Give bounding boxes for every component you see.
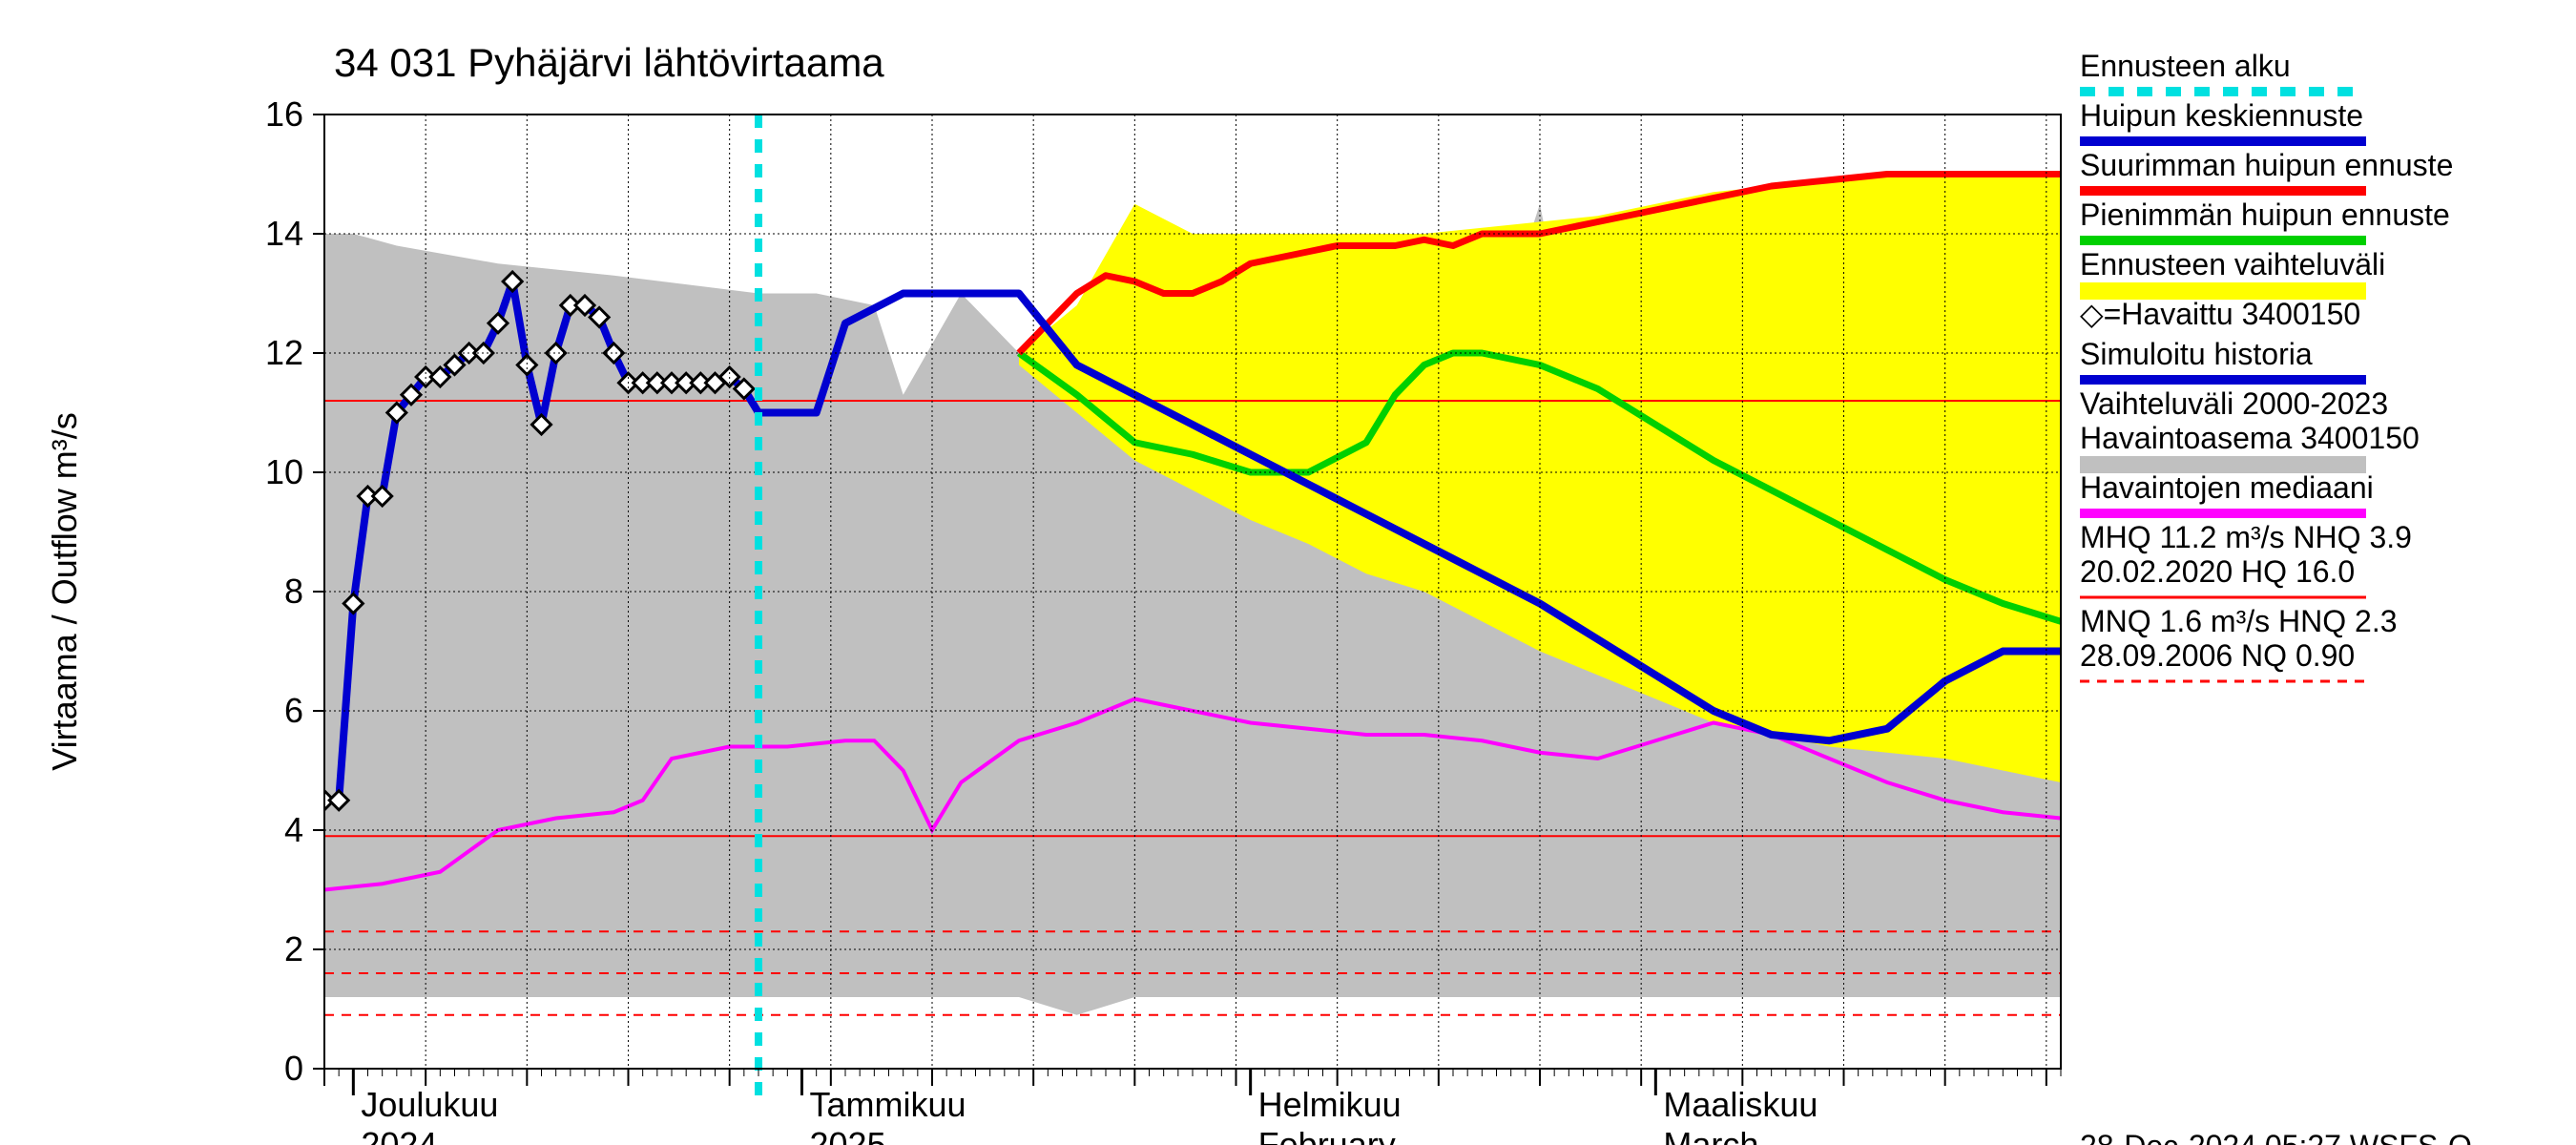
footer-timestamp: 28-Dec-2024 05:27 WSFS-O	[2080, 1129, 2472, 1145]
x-month-label: Joulukuu	[361, 1085, 498, 1124]
legend-label: Ennusteen vaihteluväli	[2080, 247, 2385, 281]
legend-label: Havaintojen mediaani	[2080, 470, 2374, 505]
x-month-label: Helmikuu	[1258, 1085, 1402, 1124]
x-month-sublabel: March	[1663, 1125, 1758, 1145]
y-tick-label: 2	[284, 929, 303, 968]
legend-label: Huipun keskiennuste	[2080, 98, 2363, 133]
chart-title: 34 031 Pyhäjärvi lähtövirtaama	[334, 40, 884, 85]
y-tick-label: 14	[265, 214, 303, 253]
legend-label: 28.09.2006 NQ 0.90	[2080, 638, 2355, 673]
legend-label: Suurimman huipun ennuste	[2080, 148, 2453, 182]
y-tick-label: 8	[284, 572, 303, 611]
legend-label: Havaintoasema 3400150	[2080, 421, 2420, 455]
y-tick-label: 6	[284, 691, 303, 730]
y-axis-label: Virtaama / Outflow m³/s	[45, 412, 84, 770]
legend-label: ◇=Havaittu 3400150	[2080, 297, 2360, 331]
x-month-label: Tammikuu	[810, 1085, 966, 1124]
y-tick-label: 16	[265, 94, 303, 134]
y-tick-label: 12	[265, 333, 303, 372]
x-month-sublabel: February	[1258, 1125, 1396, 1145]
y-tick-label: 10	[265, 452, 303, 491]
y-tick-label: 0	[284, 1049, 303, 1088]
x-month-label: Maaliskuu	[1663, 1085, 1818, 1124]
legend-label: 20.02.2020 HQ 16.0	[2080, 554, 2355, 589]
legend-label: Ennusteen alku	[2080, 49, 2291, 83]
legend-label: Simuloitu historia	[2080, 337, 2313, 371]
legend-label: MNQ 1.6 m³/s HNQ 2.3	[2080, 604, 2398, 638]
x-month-sublabel: 2025	[810, 1125, 886, 1145]
legend-label: MHQ 11.2 m³/s NHQ 3.9	[2080, 520, 2412, 554]
y-tick-label: 4	[284, 810, 303, 849]
x-month-sublabel: 2024	[361, 1125, 437, 1145]
chart-svg: 0 2 4 6 8 10 12 14 16 Joulukuu2024 Tammikuu2025 Hel…	[0, 0, 2576, 1145]
legend-label: Pienimmän huipun ennuste	[2080, 198, 2450, 232]
hydrograph-chart: 0 2 4 6 8 10 12 14 16 Joulukuu2024 Tammikuu2025 Hel…	[0, 0, 2576, 1145]
legend-label: Vaihteluväli 2000-2023	[2080, 386, 2388, 421]
